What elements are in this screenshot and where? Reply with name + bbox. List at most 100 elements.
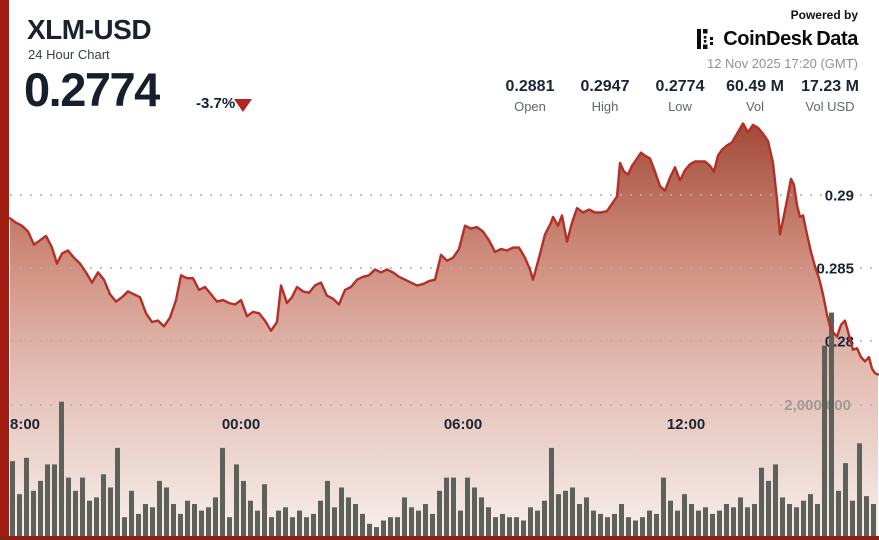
volume-bar	[472, 487, 477, 537]
volume-bar	[486, 507, 491, 537]
time-axis-label: 00:00	[222, 416, 260, 433]
coindesk-logo-text: CoinDesk Data	[723, 28, 858, 50]
volume-bar	[829, 312, 834, 537]
volume-bar	[17, 494, 22, 537]
volume-bar	[129, 490, 134, 537]
volume-bar	[703, 507, 708, 537]
coindesk-logo-icon	[697, 29, 714, 49]
volume-bar	[255, 510, 260, 537]
volume-bar	[227, 517, 232, 537]
volume-bar	[668, 500, 673, 537]
volume-bar	[500, 513, 505, 537]
volume-bar	[234, 464, 239, 537]
volume-bar	[388, 517, 393, 537]
volume-bar	[619, 504, 624, 537]
left-accent-bar	[0, 0, 9, 540]
volume-bar	[409, 507, 414, 537]
volume-bar	[654, 513, 659, 537]
current-price: 0.2774	[24, 63, 160, 116]
volume-bar	[815, 504, 820, 537]
stat-volume-usd: 17.23 M Vol USD	[801, 78, 859, 114]
volume-bar	[311, 513, 316, 537]
volume-bar	[66, 477, 71, 537]
volume-bar	[360, 513, 365, 537]
volume-bar	[570, 487, 575, 537]
volume-bar	[367, 523, 372, 537]
volume-bar	[647, 510, 652, 537]
price-axis-label: 0.285	[816, 261, 854, 278]
volume-bar	[241, 480, 246, 537]
volume-bar	[787, 504, 792, 537]
volume-bar	[430, 513, 435, 537]
volume-bar	[542, 500, 547, 537]
volume-bar	[122, 517, 127, 537]
volume-bar	[724, 504, 729, 537]
volume-bar	[633, 520, 638, 537]
volume-bar	[80, 477, 85, 537]
chart-subtitle: 24 Hour Chart	[28, 47, 110, 62]
volume-bar	[94, 497, 99, 537]
volume-bar	[773, 464, 778, 537]
volume-bar	[563, 490, 568, 537]
volume-bar	[591, 510, 596, 537]
volume-bar	[465, 477, 470, 537]
price-axis-label: 0.29	[825, 188, 854, 205]
volume-axis-label: 2,000,000	[784, 397, 851, 414]
volume-bar	[374, 527, 379, 537]
volume-bar	[262, 484, 267, 537]
volume-bar	[143, 504, 148, 537]
volume-bar	[437, 490, 442, 537]
volume-bar	[269, 517, 274, 537]
volume-bar	[38, 480, 43, 537]
data-timestamp: 12 Nov 2025 17:20 (GMT)	[706, 56, 858, 71]
volume-bar	[612, 513, 617, 537]
volume-bar	[836, 490, 841, 537]
volume-bar	[108, 487, 113, 537]
volume-bar	[381, 520, 386, 537]
volume-bar	[458, 510, 463, 537]
volume-bar	[87, 500, 92, 537]
volume-bar	[206, 507, 211, 537]
powered-by-block: Powered by CoinDesk Data 12 Nov 2025 17:2…	[697, 8, 858, 71]
stat-high: 0.2947 High	[580, 78, 630, 114]
volume-bar	[556, 494, 561, 537]
volume-bar	[738, 497, 743, 537]
stat-volume: 60.49 M Vol	[726, 78, 784, 114]
price-line	[8, 122, 879, 376]
volume-bar	[808, 494, 813, 537]
volume-bar	[528, 507, 533, 537]
stat-low: 0.2774 Low	[655, 78, 705, 114]
volume-bar	[661, 477, 666, 537]
volume-bar	[283, 507, 288, 537]
volume-bar	[150, 507, 155, 537]
volume-bar	[52, 464, 57, 537]
volume-bar	[864, 496, 869, 537]
volume-bar	[752, 504, 757, 537]
volume-bar	[395, 517, 400, 537]
volume-bar	[339, 487, 344, 537]
volume-bar	[857, 443, 862, 537]
volume-bar	[164, 487, 169, 537]
volume-bar	[178, 513, 183, 537]
volume-bar	[710, 513, 715, 537]
volume-bar	[45, 464, 50, 537]
volume-bar	[605, 517, 610, 537]
volume-bar	[451, 477, 456, 537]
volume-bar	[297, 510, 302, 537]
volume-bar	[682, 494, 687, 537]
volume-bar	[24, 457, 29, 537]
volume-bar	[353, 504, 358, 537]
powered-by-label: Powered by	[790, 8, 858, 22]
time-axis-label: 06:00	[444, 416, 482, 433]
volume-bar	[101, 474, 106, 537]
volume-bar	[696, 510, 701, 537]
volume-bar	[73, 490, 78, 537]
volume-bar	[325, 480, 330, 537]
volume-bar	[136, 513, 141, 537]
volume-bar	[10, 461, 15, 537]
volume-bar	[507, 517, 512, 537]
time-axis-label: 8:00	[10, 416, 40, 433]
volume-bar	[402, 497, 407, 537]
